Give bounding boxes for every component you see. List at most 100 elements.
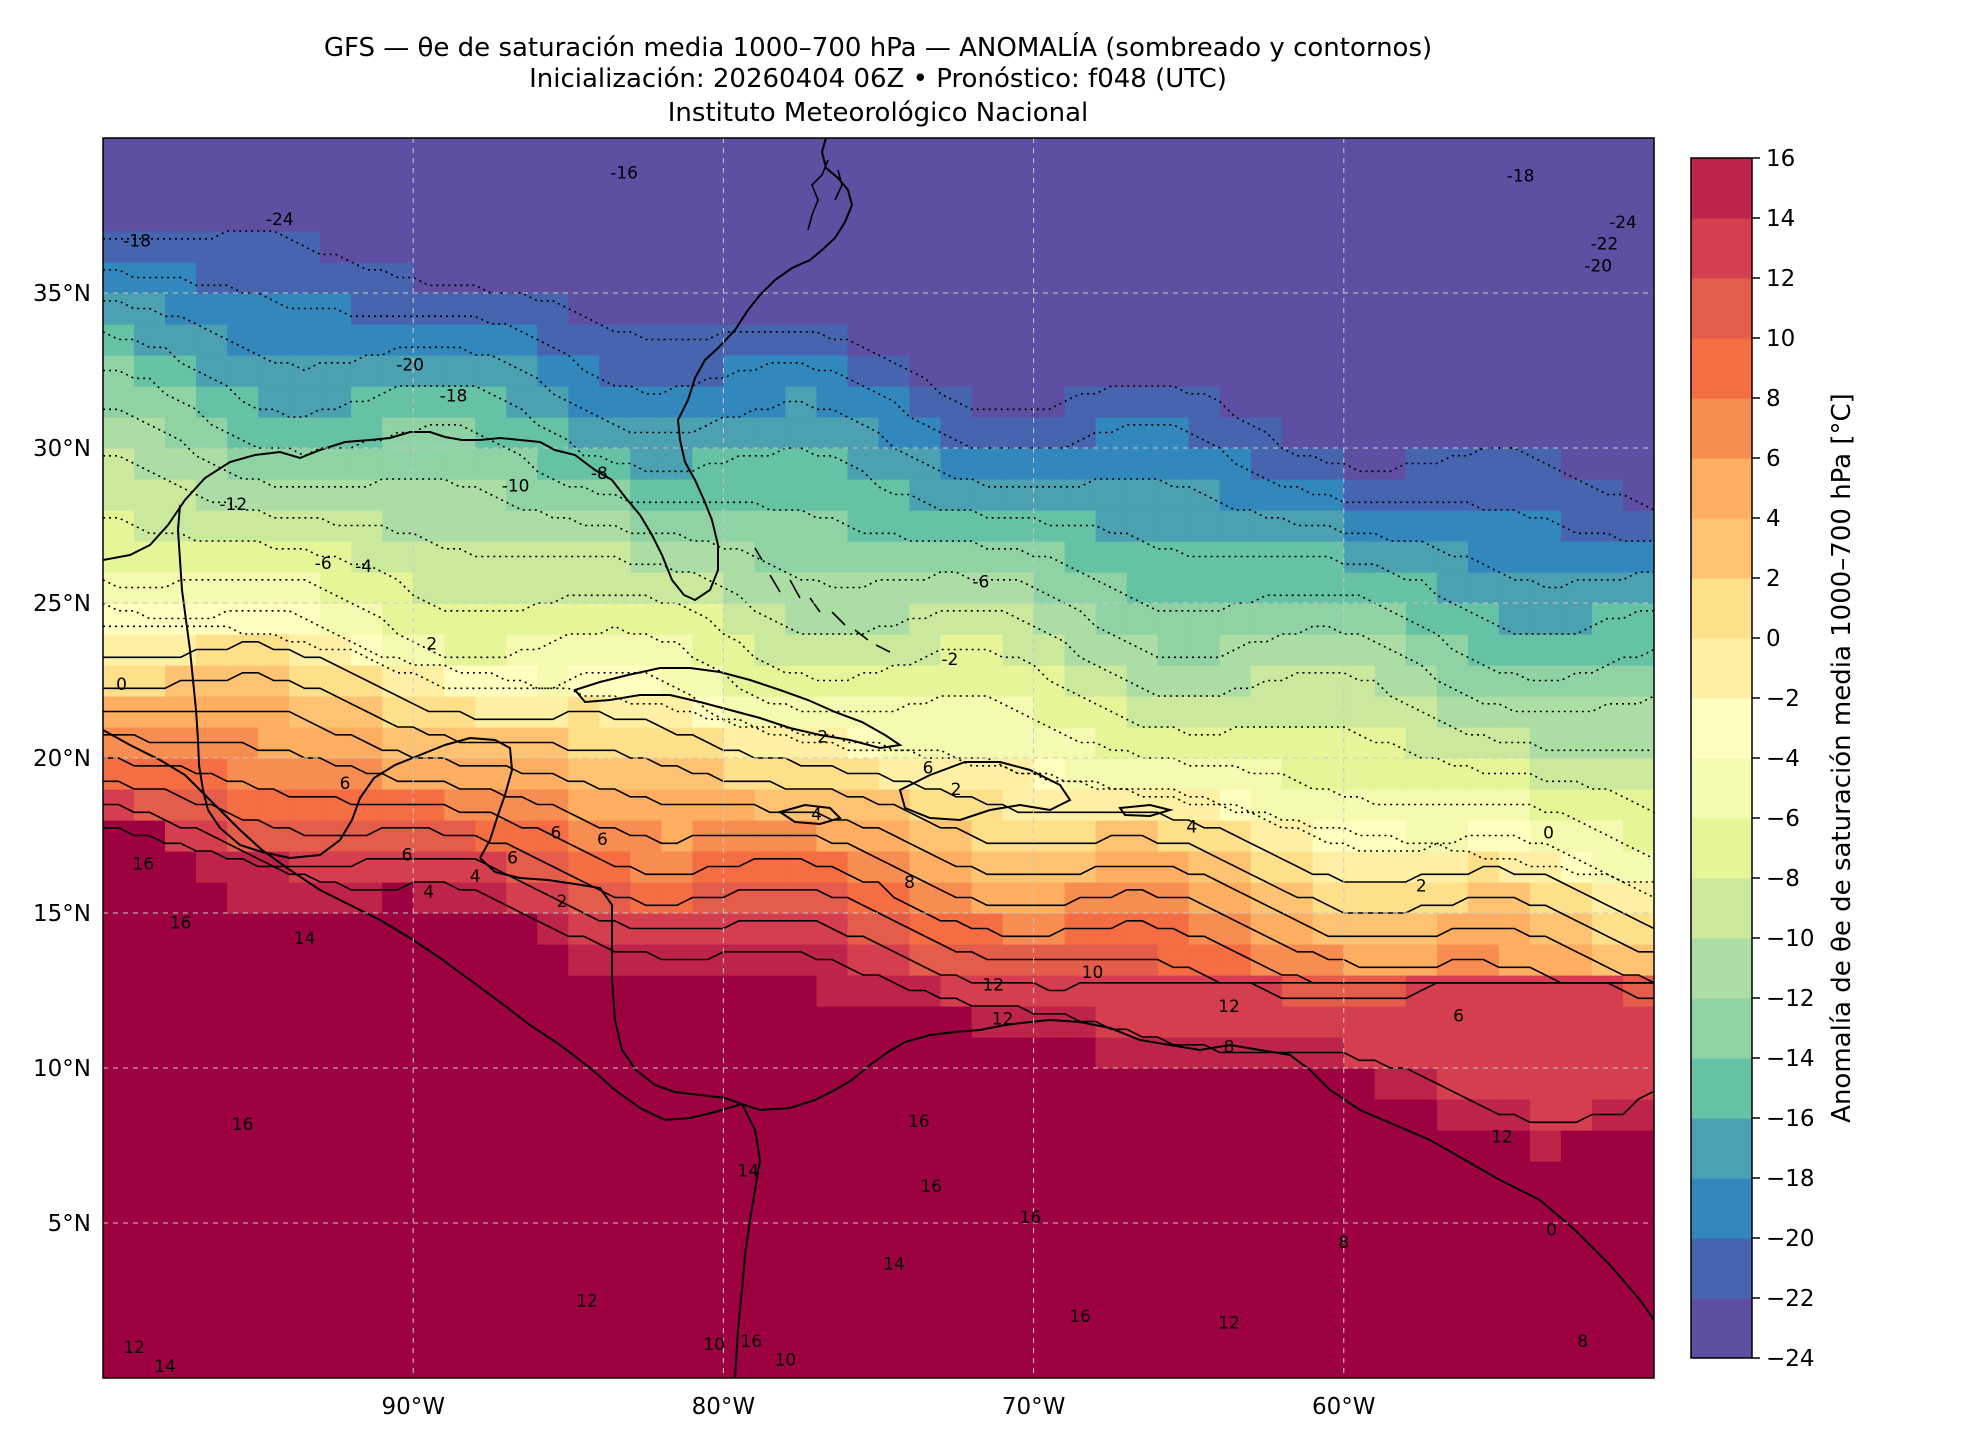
shade-cell <box>909 231 942 263</box>
shade-cell <box>661 1006 693 1038</box>
shade-cell <box>940 975 973 1007</box>
shade-cell <box>227 138 259 170</box>
shade-cell <box>1126 324 1159 356</box>
shade-cell <box>599 1161 631 1193</box>
shade-cell <box>1467 696 1500 728</box>
shade-cell <box>971 479 1004 511</box>
shade-cell <box>1623 293 1654 325</box>
shade-cell <box>1157 293 1190 325</box>
colorbar-tick-label: −4 <box>1766 746 1800 772</box>
shade-cell <box>1312 169 1345 201</box>
shade-cell <box>1033 913 1066 945</box>
shade-cell <box>1529 789 1562 821</box>
shade-cell <box>568 851 600 883</box>
shade-cell <box>1343 169 1376 201</box>
shade-cell <box>351 1006 383 1038</box>
shade-cell <box>1002 138 1035 170</box>
shade-cell <box>289 789 321 821</box>
shade-cell <box>971 510 1004 542</box>
shade-cell <box>475 169 507 201</box>
shade-cell <box>661 975 693 1007</box>
shade-cell <box>723 1347 755 1378</box>
shade-cell <box>1529 417 1562 449</box>
shade-cell <box>258 169 290 201</box>
colorbar-swatch <box>1691 818 1752 879</box>
shade-cell <box>165 293 197 325</box>
shade-cell <box>1033 355 1066 387</box>
shade-cell <box>785 665 817 697</box>
shade-cell <box>475 1316 507 1348</box>
shade-cell <box>444 262 476 294</box>
shade-cell <box>196 572 228 604</box>
shade-cell <box>630 200 662 232</box>
colorbar-swatch <box>1691 698 1752 759</box>
shade-cell <box>1188 913 1221 945</box>
contour-label: -6 <box>972 573 989 593</box>
shade-cell <box>1529 1285 1562 1317</box>
shade-cell <box>289 448 321 480</box>
shade-cell <box>1250 634 1283 666</box>
shade-cell <box>134 417 166 449</box>
shade-cell <box>1064 417 1097 449</box>
shade-cell <box>1343 231 1376 263</box>
shade-cell <box>1095 1316 1128 1348</box>
shade-cell <box>1188 448 1221 480</box>
shade-cell <box>1064 634 1097 666</box>
shade-cell <box>1188 665 1221 697</box>
shade-cell <box>103 603 135 635</box>
contour-line <box>103 230 1654 511</box>
shade-cell <box>1033 603 1066 635</box>
shade-cell <box>568 231 600 263</box>
shade-cell <box>661 820 693 852</box>
shade-cell <box>1623 1068 1654 1100</box>
shade-cell <box>1343 851 1376 883</box>
shade-cell <box>1592 1130 1624 1162</box>
shade-cell <box>692 355 724 387</box>
shade-cell <box>785 913 817 945</box>
shade-cell <box>1592 169 1624 201</box>
shade-cell <box>1033 727 1066 759</box>
shade-cell <box>1374 417 1407 449</box>
shade-cell <box>444 851 476 883</box>
shade-cell <box>1405 1161 1438 1193</box>
shade-cell <box>847 262 880 294</box>
shade-cell <box>1374 603 1407 635</box>
shade-cell <box>1219 603 1252 635</box>
shade-cell <box>1033 169 1066 201</box>
contour-label: 14 <box>154 1357 176 1377</box>
shade-cell <box>413 727 445 759</box>
shade-cell <box>816 1099 849 1131</box>
shade-cell <box>413 231 445 263</box>
shade-cell <box>1095 1223 1128 1255</box>
shade-cell <box>630 1254 662 1286</box>
shade-cell <box>630 138 662 170</box>
shade-cell <box>1374 1068 1407 1100</box>
colorbar-swatch <box>1691 1238 1752 1299</box>
shade-cell <box>1002 820 1035 852</box>
shade-cell <box>289 1347 321 1378</box>
shade-cell <box>1467 572 1500 604</box>
shade-cell <box>692 262 724 294</box>
shade-cell <box>258 355 290 387</box>
shade-cell <box>909 727 942 759</box>
shade-cell <box>1064 1347 1097 1378</box>
shade-cell <box>1343 1068 1376 1100</box>
shade-cell <box>1126 417 1159 449</box>
contour-label: -16 <box>610 163 638 183</box>
shade-cell <box>1312 324 1345 356</box>
shade-cell <box>1002 975 1035 1007</box>
shade-cell <box>351 1285 383 1317</box>
shade-cell <box>754 510 786 542</box>
shade-cell <box>351 138 383 170</box>
shade-cell <box>196 231 228 263</box>
shade-cell <box>351 1316 383 1348</box>
shade-cell <box>1095 975 1128 1007</box>
shade-cell <box>1592 355 1624 387</box>
shade-cell <box>785 541 817 573</box>
shade-cell <box>661 851 693 883</box>
shade-cell <box>1002 386 1035 418</box>
coastline-mexico-gulf <box>176 504 514 860</box>
shade-cell <box>165 820 197 852</box>
shade-cell <box>816 355 849 387</box>
shade-cell <box>475 913 507 945</box>
